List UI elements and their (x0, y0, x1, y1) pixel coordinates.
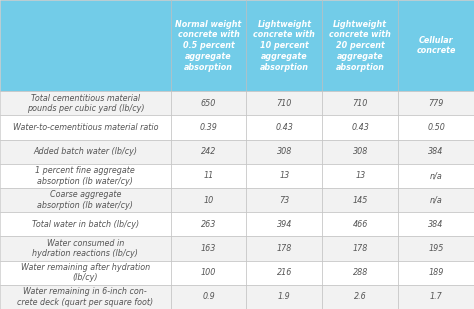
Bar (171, 0, 246, 91)
Text: 779: 779 (428, 99, 444, 108)
Text: Water remaining in 6-inch con-
crete deck (quart per square foot): Water remaining in 6-inch con- crete dec… (17, 287, 154, 307)
Text: 308: 308 (277, 147, 292, 156)
Bar (398, 188, 474, 212)
Text: 73: 73 (279, 196, 290, 205)
Text: 100: 100 (201, 268, 216, 277)
Bar (398, 212, 474, 236)
Bar (322, 140, 398, 164)
Bar (171, 140, 246, 164)
Bar (322, 236, 398, 260)
Bar (246, 0, 322, 91)
Text: n/a: n/a (430, 196, 442, 205)
Bar (322, 188, 398, 212)
Bar (398, 164, 474, 188)
Text: Total cementitious material
pounds per cubic yard (lb/cy): Total cementitious material pounds per c… (27, 94, 144, 113)
Bar (246, 140, 322, 164)
Bar (0, 140, 171, 164)
Text: 710: 710 (277, 99, 292, 108)
Bar (322, 115, 398, 140)
Text: 263: 263 (201, 220, 216, 229)
Bar (171, 236, 246, 260)
Bar (171, 260, 246, 285)
Text: 650: 650 (201, 99, 216, 108)
Text: 394: 394 (277, 220, 292, 229)
Bar (0, 0, 171, 91)
Bar (171, 212, 246, 236)
Text: Cellular
concrete: Cellular concrete (416, 36, 456, 55)
Text: 1.7: 1.7 (430, 292, 442, 301)
Bar (0, 91, 171, 115)
Bar (322, 260, 398, 285)
Bar (246, 212, 322, 236)
Bar (398, 140, 474, 164)
Text: 384: 384 (428, 147, 444, 156)
Text: 308: 308 (353, 147, 368, 156)
Bar (322, 285, 398, 309)
Text: 145: 145 (353, 196, 368, 205)
Text: 13: 13 (279, 171, 290, 180)
Bar (398, 91, 474, 115)
Text: Total water in batch (lb/cy): Total water in batch (lb/cy) (32, 220, 139, 229)
Bar (0, 115, 171, 140)
Text: 288: 288 (353, 268, 368, 277)
Text: Lightweight
concrete with
10 percent
aggregate
absorption: Lightweight concrete with 10 percent agg… (254, 19, 315, 72)
Text: 178: 178 (277, 244, 292, 253)
Bar (246, 285, 322, 309)
Bar (322, 91, 398, 115)
Bar (322, 164, 398, 188)
Bar (0, 260, 171, 285)
Bar (0, 164, 171, 188)
Text: 1 percent fine aggregate
absorption (lb water/cy): 1 percent fine aggregate absorption (lb … (36, 166, 135, 186)
Text: n/a: n/a (430, 171, 442, 180)
Text: 0.9: 0.9 (202, 292, 215, 301)
Bar (398, 0, 474, 91)
Bar (0, 212, 171, 236)
Text: 189: 189 (428, 268, 444, 277)
Bar (398, 285, 474, 309)
Text: Added batch water (lb/cy): Added batch water (lb/cy) (33, 147, 137, 156)
Text: 0.39: 0.39 (200, 123, 218, 132)
Bar (322, 0, 398, 91)
Text: 13: 13 (355, 171, 365, 180)
Bar (398, 236, 474, 260)
Text: 178: 178 (353, 244, 368, 253)
Text: 466: 466 (353, 220, 368, 229)
Bar (246, 260, 322, 285)
Text: Lightweight
concrete with
20 percent
aggregate
absorption: Lightweight concrete with 20 percent agg… (329, 19, 391, 72)
Bar (171, 91, 246, 115)
Text: 195: 195 (428, 244, 444, 253)
Text: 0.50: 0.50 (427, 123, 445, 132)
Bar (0, 285, 171, 309)
Bar (398, 115, 474, 140)
Bar (246, 91, 322, 115)
Bar (171, 188, 246, 212)
Bar (246, 188, 322, 212)
Text: Coarse aggregate
absorption (lb water/cy): Coarse aggregate absorption (lb water/cy… (37, 190, 133, 210)
Text: 216: 216 (277, 268, 292, 277)
Text: 163: 163 (201, 244, 216, 253)
Text: 2.6: 2.6 (354, 292, 366, 301)
Text: 10: 10 (203, 196, 214, 205)
Bar (171, 164, 246, 188)
Bar (246, 236, 322, 260)
Bar (171, 115, 246, 140)
Text: Water-to-cementitious material ratio: Water-to-cementitious material ratio (13, 123, 158, 132)
Text: 0.43: 0.43 (351, 123, 369, 132)
Text: 11: 11 (203, 171, 214, 180)
Bar (0, 236, 171, 260)
Text: 0.43: 0.43 (275, 123, 293, 132)
Text: 710: 710 (353, 99, 368, 108)
Bar (246, 164, 322, 188)
Bar (246, 115, 322, 140)
Text: Water consumed in
hydration reactions (lb/cy): Water consumed in hydration reactions (l… (32, 239, 138, 258)
Text: 242: 242 (201, 147, 216, 156)
Bar (171, 285, 246, 309)
Text: 1.9: 1.9 (278, 292, 291, 301)
Bar (0, 188, 171, 212)
Text: Normal weight
concrete with
0.5 percent
aggregate
absorption: Normal weight concrete with 0.5 percent … (175, 19, 242, 72)
Text: Water remaining after hydration
(lb/cy): Water remaining after hydration (lb/cy) (21, 263, 150, 282)
Bar (398, 260, 474, 285)
Text: 384: 384 (428, 220, 444, 229)
Bar (322, 212, 398, 236)
